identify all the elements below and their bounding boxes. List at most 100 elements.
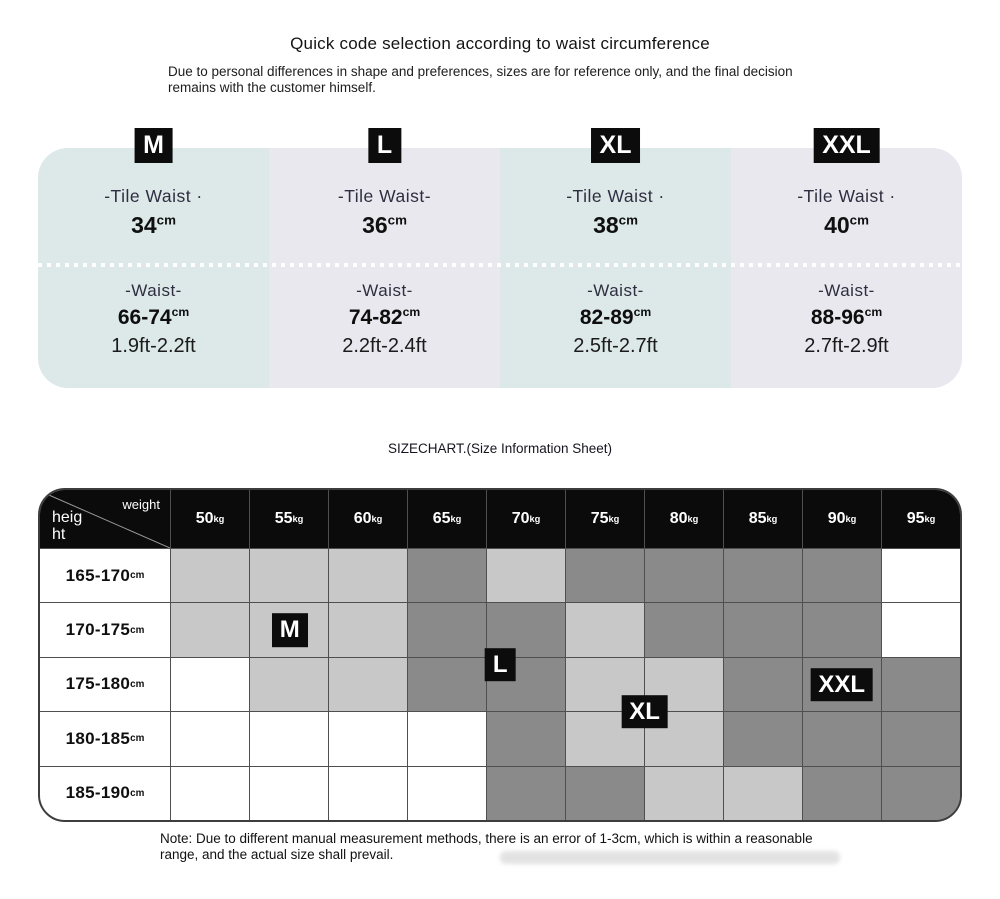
corner-height-label: heig ht bbox=[52, 509, 82, 543]
corner-height-line2: ht bbox=[52, 526, 66, 543]
height-row-label: 175-180 cm bbox=[40, 657, 170, 712]
weight-header-cell: 60 kg bbox=[329, 490, 407, 548]
weight-unit: kg bbox=[766, 514, 778, 524]
size-map-cell bbox=[250, 766, 328, 820]
corner-weight-label: weight bbox=[122, 497, 160, 512]
tile-waist-label: -Tile Waist · bbox=[566, 186, 665, 206]
waist-range-cm: 74-82cm bbox=[269, 305, 500, 330]
tile-waist-label: -Tile Waist- bbox=[337, 186, 432, 206]
size-map-cell bbox=[803, 766, 881, 820]
weight-unit: kg bbox=[529, 514, 541, 524]
size-map-cell bbox=[803, 549, 881, 603]
waist-range-cm: 66-74cm bbox=[38, 305, 269, 330]
size-table-grid: weight heig ht 50 kg 55 kg 60 kg 65 kg 70 kg 75 kg 80 kg… bbox=[40, 490, 960, 820]
size-table-badges: M L XL XXL bbox=[40, 490, 960, 820]
weight-unit: kg bbox=[608, 514, 620, 524]
waist-range-number: 66-74 bbox=[117, 306, 172, 329]
waist-range-unit: cm bbox=[171, 305, 190, 319]
weight-value: 50 bbox=[195, 510, 214, 527]
size-map-cell bbox=[171, 712, 249, 766]
weight-value: 85 bbox=[748, 510, 767, 527]
weight-unit: kg bbox=[845, 514, 857, 524]
size-map-cell bbox=[329, 766, 407, 820]
waist-range-ft: 1.9ft-2.2ft bbox=[111, 335, 196, 357]
weight-header-cell: 70 kg bbox=[487, 490, 565, 548]
size-map-cell bbox=[724, 712, 802, 766]
size-map-cell bbox=[487, 549, 565, 603]
weight-unit: kg bbox=[213, 514, 225, 524]
height-unit: cm bbox=[130, 678, 145, 690]
waist-range-cm: 88-96cm bbox=[731, 305, 962, 330]
size-column-XXL: -Tile Waist · 40cm -Waist- 88-96cm 2.7ft-2.9… bbox=[731, 148, 962, 388]
waist-range-ft: 2.7ft-2.9ft bbox=[804, 335, 889, 357]
waist-range-unit: cm bbox=[633, 305, 652, 319]
size-map-cell bbox=[329, 657, 407, 712]
size-column-M: -Tile Waist · 34cm -Waist- 66-74cm 1.9ft-2.2… bbox=[38, 148, 269, 388]
height-row-label: 165-170 cm bbox=[40, 549, 170, 603]
measurement-note: Note: Due to different manual measuremen… bbox=[160, 831, 813, 862]
size-panel-badges: M L XL XXL bbox=[38, 128, 962, 168]
weight-value: 55 bbox=[274, 510, 293, 527]
size-map-cell bbox=[882, 712, 960, 766]
weight-header-cell: 90 kg bbox=[803, 490, 881, 548]
size-map-cell bbox=[408, 549, 486, 603]
tile-waist-value: 34cm bbox=[38, 212, 269, 239]
size-badge-XL: XL bbox=[590, 128, 641, 163]
size-map-cell bbox=[250, 657, 328, 712]
size-map-cell bbox=[803, 712, 881, 766]
tile-waist-unit: cm bbox=[387, 212, 407, 228]
size-badge-M: M bbox=[134, 128, 173, 163]
size-map-cell bbox=[487, 766, 565, 820]
height-row-label: 180-185 cm bbox=[40, 712, 170, 766]
weight-header-cell: 75 kg bbox=[566, 490, 644, 548]
size-map-cell bbox=[408, 712, 486, 766]
size-map-cell bbox=[566, 766, 644, 820]
size-table: weight heig ht 50 kg 55 kg 60 kg 65 kg 70 kg 75 kg 80 kg… bbox=[38, 488, 962, 822]
size-column-XL: -Tile Waist · 38cm -Waist- 82-89cm 2.5ft-2.7… bbox=[500, 148, 731, 388]
waist-label: -Waist- bbox=[818, 281, 875, 300]
height-unit: cm bbox=[130, 787, 145, 799]
size-column-L: -Tile Waist- 36cm -Waist- 74-82cm 2.2ft-2.4f… bbox=[269, 148, 500, 388]
weight-header-cell: 55 kg bbox=[250, 490, 328, 548]
weight-unit: kg bbox=[924, 514, 936, 524]
table-size-badge-XL: XL bbox=[621, 694, 668, 729]
tile-waist-unit: cm bbox=[156, 212, 176, 228]
waist-range-number: 88-96 bbox=[810, 306, 865, 329]
size-map-cell bbox=[171, 766, 249, 820]
sizechart-heading: SIZECHART.(Size Information Sheet) bbox=[387, 441, 613, 456]
size-map-cell bbox=[171, 603, 249, 657]
tile-waist-value: 36cm bbox=[269, 212, 500, 239]
weight-value: 75 bbox=[590, 510, 609, 527]
table-corner-cell: weight heig ht bbox=[40, 490, 170, 548]
tile-waist-unit: cm bbox=[849, 212, 869, 228]
height-value: 185-190 bbox=[65, 783, 131, 803]
tile-waist-label: -Tile Waist · bbox=[104, 186, 203, 206]
table-size-badge-M: M bbox=[271, 613, 308, 648]
size-map-cell bbox=[408, 766, 486, 820]
tile-waist-number: 40 bbox=[824, 212, 850, 238]
height-value: 170-175 bbox=[65, 620, 131, 640]
table-size-badge-L: L bbox=[484, 647, 516, 682]
weight-header-cell: 65 kg bbox=[408, 490, 486, 548]
waist-range-cm: 82-89cm bbox=[500, 305, 731, 330]
height-value: 175-180 bbox=[65, 674, 131, 694]
height-value: 180-185 bbox=[65, 728, 131, 748]
height-value: 165-170 bbox=[65, 565, 131, 585]
size-map-cell bbox=[724, 603, 802, 657]
weight-unit: kg bbox=[371, 514, 383, 524]
size-map-cell bbox=[566, 549, 644, 603]
size-map-cell bbox=[724, 549, 802, 603]
size-map-cell bbox=[724, 766, 802, 820]
weight-unit: kg bbox=[450, 514, 462, 524]
waist-label: -Waist- bbox=[587, 281, 644, 300]
tile-waist-label: -Tile Waist · bbox=[797, 186, 896, 206]
size-map-cell bbox=[882, 549, 960, 603]
size-map-cell bbox=[408, 603, 486, 657]
size-panel-columns: -Tile Waist · 34cm -Waist- 66-74cm 1.9ft-2.2… bbox=[38, 148, 962, 388]
height-row-label: 185-190 cm bbox=[40, 766, 170, 820]
weight-header-cell: 95 kg bbox=[882, 490, 960, 548]
size-map-cell bbox=[803, 603, 881, 657]
waist-label: -Waist- bbox=[356, 281, 413, 300]
size-badge-XXL: XXL bbox=[813, 128, 880, 163]
